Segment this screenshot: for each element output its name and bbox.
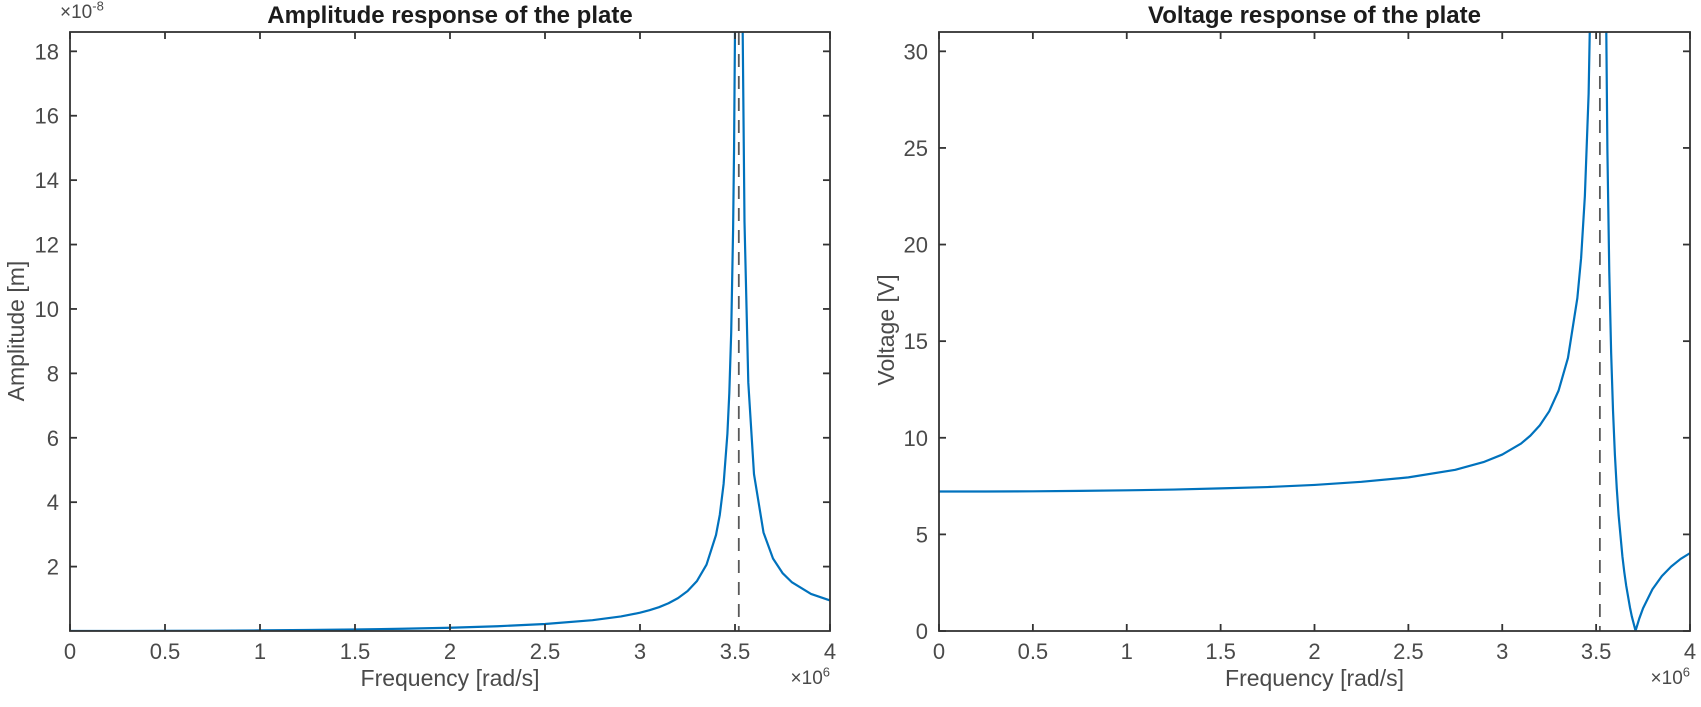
tick-label: 25 xyxy=(904,136,928,161)
tick-label: 0 xyxy=(933,639,945,664)
y-exponent-base: ×10 xyxy=(60,2,93,23)
tick-label: 3 xyxy=(634,639,646,664)
tick-label: 0.5 xyxy=(150,639,181,664)
tick-label: 3.5 xyxy=(1581,639,1612,664)
tick-label: 2.5 xyxy=(530,639,561,664)
voltage-x-axis-label: Frequency [rad/s] xyxy=(1225,665,1404,691)
plot-voltage: 0 0.5 1 1.5 2 2.5 3 3.5 4 0 5 10 15 20 25 30 xyxy=(904,31,1696,664)
x-exponent-sup: 6 xyxy=(1682,664,1690,680)
amplitude-y-axis-label: Amplitude [m] xyxy=(3,260,29,402)
tick-label: 16 xyxy=(35,104,59,129)
tick-label: 10 xyxy=(904,426,928,451)
y-exponent-sup: -8 xyxy=(92,0,104,14)
tick-label: 3.5 xyxy=(720,639,751,664)
amplitude-x-axis-exponent: ×106 xyxy=(670,666,830,692)
voltage-curve xyxy=(939,32,1690,631)
tick-label: 2 xyxy=(47,555,59,580)
axes-box xyxy=(938,31,1691,632)
voltage-x-axis-exponent: ×106 xyxy=(1530,666,1690,692)
tick-label: 2.5 xyxy=(1393,639,1424,664)
tick-label: 2 xyxy=(1308,639,1320,664)
x-exponent-base: ×10 xyxy=(790,668,823,689)
tick-label: 1 xyxy=(1121,639,1133,664)
tick-label: 8 xyxy=(47,361,59,386)
amplitude-curve xyxy=(70,32,830,631)
plot-amplitude: 0 0.5 1 1.5 2 2.5 3 3.5 4 2 4 6 8 10 12 14 16 18 xyxy=(35,31,836,664)
tick-label: 1.5 xyxy=(340,639,371,664)
tick-label: 2 xyxy=(444,639,456,664)
amplitude-y-axis-exponent: ×10-8 xyxy=(60,0,104,26)
tick-label: 6 xyxy=(47,426,59,451)
amplitude-x-axis-label: Frequency [rad/s] xyxy=(360,665,540,691)
tick-label: 4 xyxy=(47,490,59,515)
amplitude-plot-title: Amplitude response of the plate xyxy=(267,2,633,29)
tick-label: 1.5 xyxy=(1205,639,1236,664)
tick-label: 5 xyxy=(916,522,928,547)
tick-label: 10 xyxy=(35,297,59,322)
tick-label: 0 xyxy=(916,619,928,644)
tick-label: 20 xyxy=(904,233,928,258)
tick-label: 4 xyxy=(1684,639,1696,664)
tick-label: 30 xyxy=(904,39,928,64)
voltage-y-axis-label: Voltage [V] xyxy=(873,274,899,386)
tick-label: 18 xyxy=(35,39,59,64)
tick-label: 12 xyxy=(35,233,59,258)
x-exponent-sup: 6 xyxy=(822,664,830,680)
tick-label: 1 xyxy=(254,639,266,664)
voltage-plot-title: Voltage response of the plate xyxy=(1148,2,1481,29)
tick-label: 15 xyxy=(904,329,928,354)
tick-label: 14 xyxy=(35,168,59,193)
tick-label: 4 xyxy=(824,639,836,664)
x-exponent-base: ×10 xyxy=(1650,668,1683,689)
tick-label: 3 xyxy=(1496,639,1508,664)
axes-box xyxy=(69,31,831,632)
tick-label: 0 xyxy=(64,639,76,664)
tick-label: 0.5 xyxy=(1018,639,1049,664)
